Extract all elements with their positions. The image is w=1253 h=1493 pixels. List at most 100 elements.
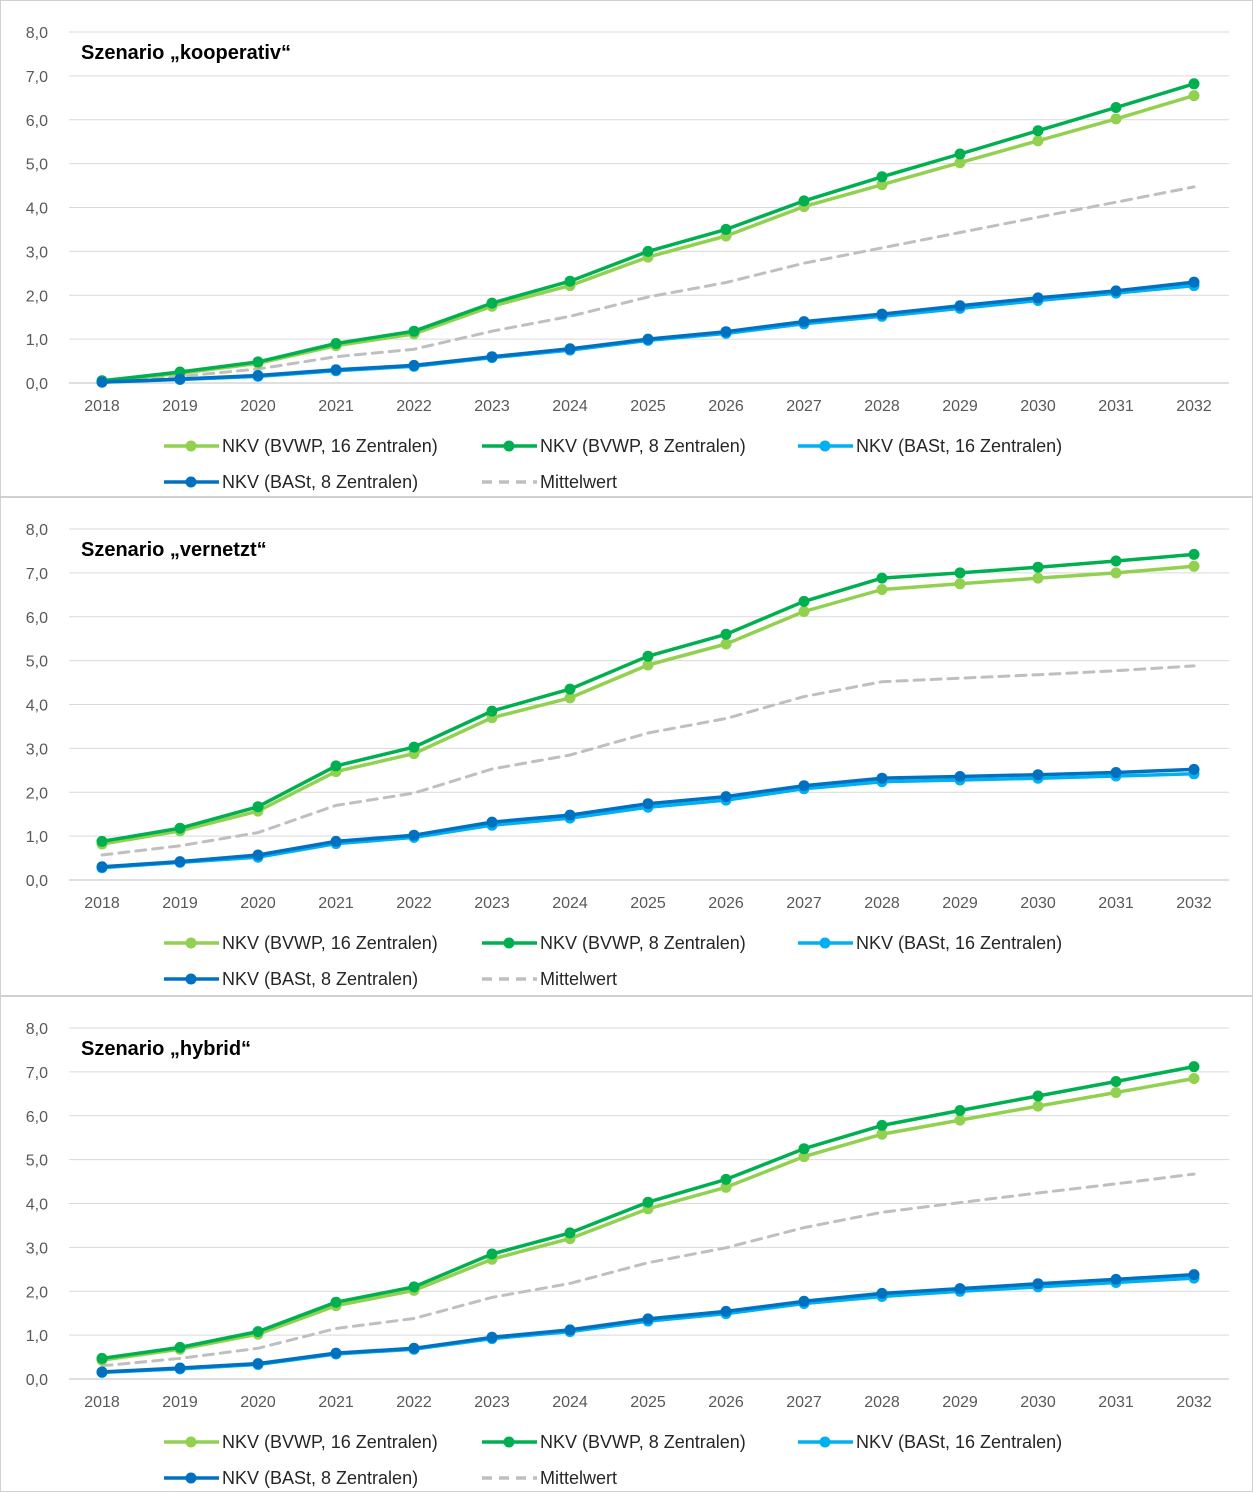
data-point xyxy=(1032,769,1044,781)
data-point xyxy=(1032,135,1044,147)
data-point xyxy=(408,1342,420,1354)
chart-panel-vernetzt: 0,0 1,0 2,0 3,0 4,0 5,0 6,0 7,0 8,0 2018 2019 2020 2… xyxy=(0,497,1253,996)
legend-label: NKV (BVWP, 8 Zentralen) xyxy=(540,1432,746,1452)
data-point xyxy=(876,171,888,183)
data-point xyxy=(876,1287,888,1299)
data-point xyxy=(954,578,966,590)
x-tick-label: 2026 xyxy=(708,398,744,415)
legend-marker xyxy=(185,440,197,452)
data-point xyxy=(96,861,108,873)
legend-label: NKV (BASt, 8 Zentralen) xyxy=(222,1468,418,1488)
data-point xyxy=(1032,561,1044,573)
x-tick-label: 2020 xyxy=(240,895,276,912)
data-point xyxy=(252,356,264,368)
data-point xyxy=(1032,125,1044,137)
data-point xyxy=(1188,560,1200,572)
data-point xyxy=(564,809,576,821)
chart-panel-hybrid: 0,0 1,0 2,0 3,0 4,0 5,0 6,0 7,0 8,0 2018 2019 2020 2… xyxy=(0,996,1253,1492)
x-tick-label: 2022 xyxy=(396,1394,432,1411)
y-tick-label: 3,0 xyxy=(26,741,48,758)
x-tick-label: 2020 xyxy=(240,398,276,415)
x-tick-label: 2019 xyxy=(162,1394,198,1411)
x-tick-label: 2029 xyxy=(942,895,978,912)
x-tick-label: 2024 xyxy=(552,398,588,415)
y-tick-label: 1,0 xyxy=(26,1328,48,1345)
x-tick-label: 2024 xyxy=(552,1394,588,1411)
data-point xyxy=(1110,1087,1122,1098)
data-point xyxy=(408,325,420,337)
data-point xyxy=(564,1227,576,1239)
data-point xyxy=(486,1248,498,1260)
data-point xyxy=(798,780,810,792)
data-point xyxy=(876,179,888,191)
legend-label: NKV (BVWP, 16 Zentralen) xyxy=(222,933,438,953)
legend-marker xyxy=(819,440,831,452)
y-tick-label: 4,0 xyxy=(26,201,48,218)
data-point xyxy=(174,822,186,834)
data-point xyxy=(174,1362,186,1374)
data-point xyxy=(642,1313,654,1325)
data-point xyxy=(564,275,576,287)
y-tick-label: 0,0 xyxy=(26,873,48,890)
x-tick-label: 2031 xyxy=(1098,1394,1134,1411)
data-point xyxy=(642,1196,654,1208)
data-point xyxy=(486,705,498,717)
x-tick-label: 2026 xyxy=(708,1394,744,1411)
x-tick-label: 2026 xyxy=(708,895,744,912)
data-point xyxy=(720,1173,732,1185)
data-point xyxy=(954,148,966,160)
data-point xyxy=(96,1366,108,1378)
y-tick-label: 6,0 xyxy=(26,1109,48,1126)
data-point xyxy=(408,741,420,753)
legend-marker xyxy=(185,1472,197,1484)
data-point xyxy=(954,300,966,312)
data-point xyxy=(1110,767,1122,778)
data-point xyxy=(954,771,966,782)
data-point xyxy=(330,835,342,847)
legend-marker xyxy=(503,1436,515,1448)
legend-marker xyxy=(185,1436,197,1448)
x-tick-label: 2025 xyxy=(630,398,666,415)
x-tick-label: 2019 xyxy=(162,895,198,912)
legend-label: Mittelwert xyxy=(540,1468,617,1488)
data-point xyxy=(642,333,654,345)
x-tick-label: 2028 xyxy=(864,1394,900,1411)
x-tick-label: 2031 xyxy=(1098,398,1134,415)
data-point xyxy=(486,297,498,309)
data-point xyxy=(330,364,342,376)
data-point xyxy=(1188,548,1200,560)
x-tick-label: 2018 xyxy=(84,398,120,415)
x-tick-label: 2024 xyxy=(552,895,588,912)
data-point xyxy=(1110,1076,1122,1087)
data-point xyxy=(1188,1269,1200,1281)
legend-label: NKV (BVWP, 16 Zentralen) xyxy=(222,436,438,456)
y-tick-label: 0,0 xyxy=(26,376,48,393)
series-line xyxy=(100,1172,1196,1368)
data-point xyxy=(720,1305,732,1317)
data-point xyxy=(252,370,264,381)
x-tick-label: 2031 xyxy=(1098,895,1134,912)
data-point xyxy=(330,1347,342,1359)
data-point xyxy=(1188,78,1200,90)
data-point xyxy=(252,1326,264,1338)
legend-label: NKV (BASt, 16 Zentralen) xyxy=(856,1432,1062,1452)
x-tick-label: 2032 xyxy=(1176,1394,1212,1411)
data-point xyxy=(876,308,888,320)
series-line xyxy=(100,664,1196,857)
data-point xyxy=(408,829,420,841)
y-tick-label: 4,0 xyxy=(26,1197,48,1214)
data-point xyxy=(1110,555,1122,567)
series-line xyxy=(100,185,1196,384)
data-point xyxy=(330,760,342,772)
x-tick-label: 2030 xyxy=(1020,895,1056,912)
series-line xyxy=(100,767,1196,869)
y-tick-label: 2,0 xyxy=(26,785,48,802)
x-tick-label: 2019 xyxy=(162,398,198,415)
y-tick-label: 3,0 xyxy=(26,244,48,261)
data-point xyxy=(720,791,732,803)
data-point xyxy=(1188,1073,1200,1084)
legend-marker xyxy=(503,937,515,949)
data-point xyxy=(564,1324,576,1336)
legend-label: NKV (BASt, 16 Zentralen) xyxy=(856,436,1062,456)
chart-title: Szenario „kooperativ“ xyxy=(81,42,291,64)
